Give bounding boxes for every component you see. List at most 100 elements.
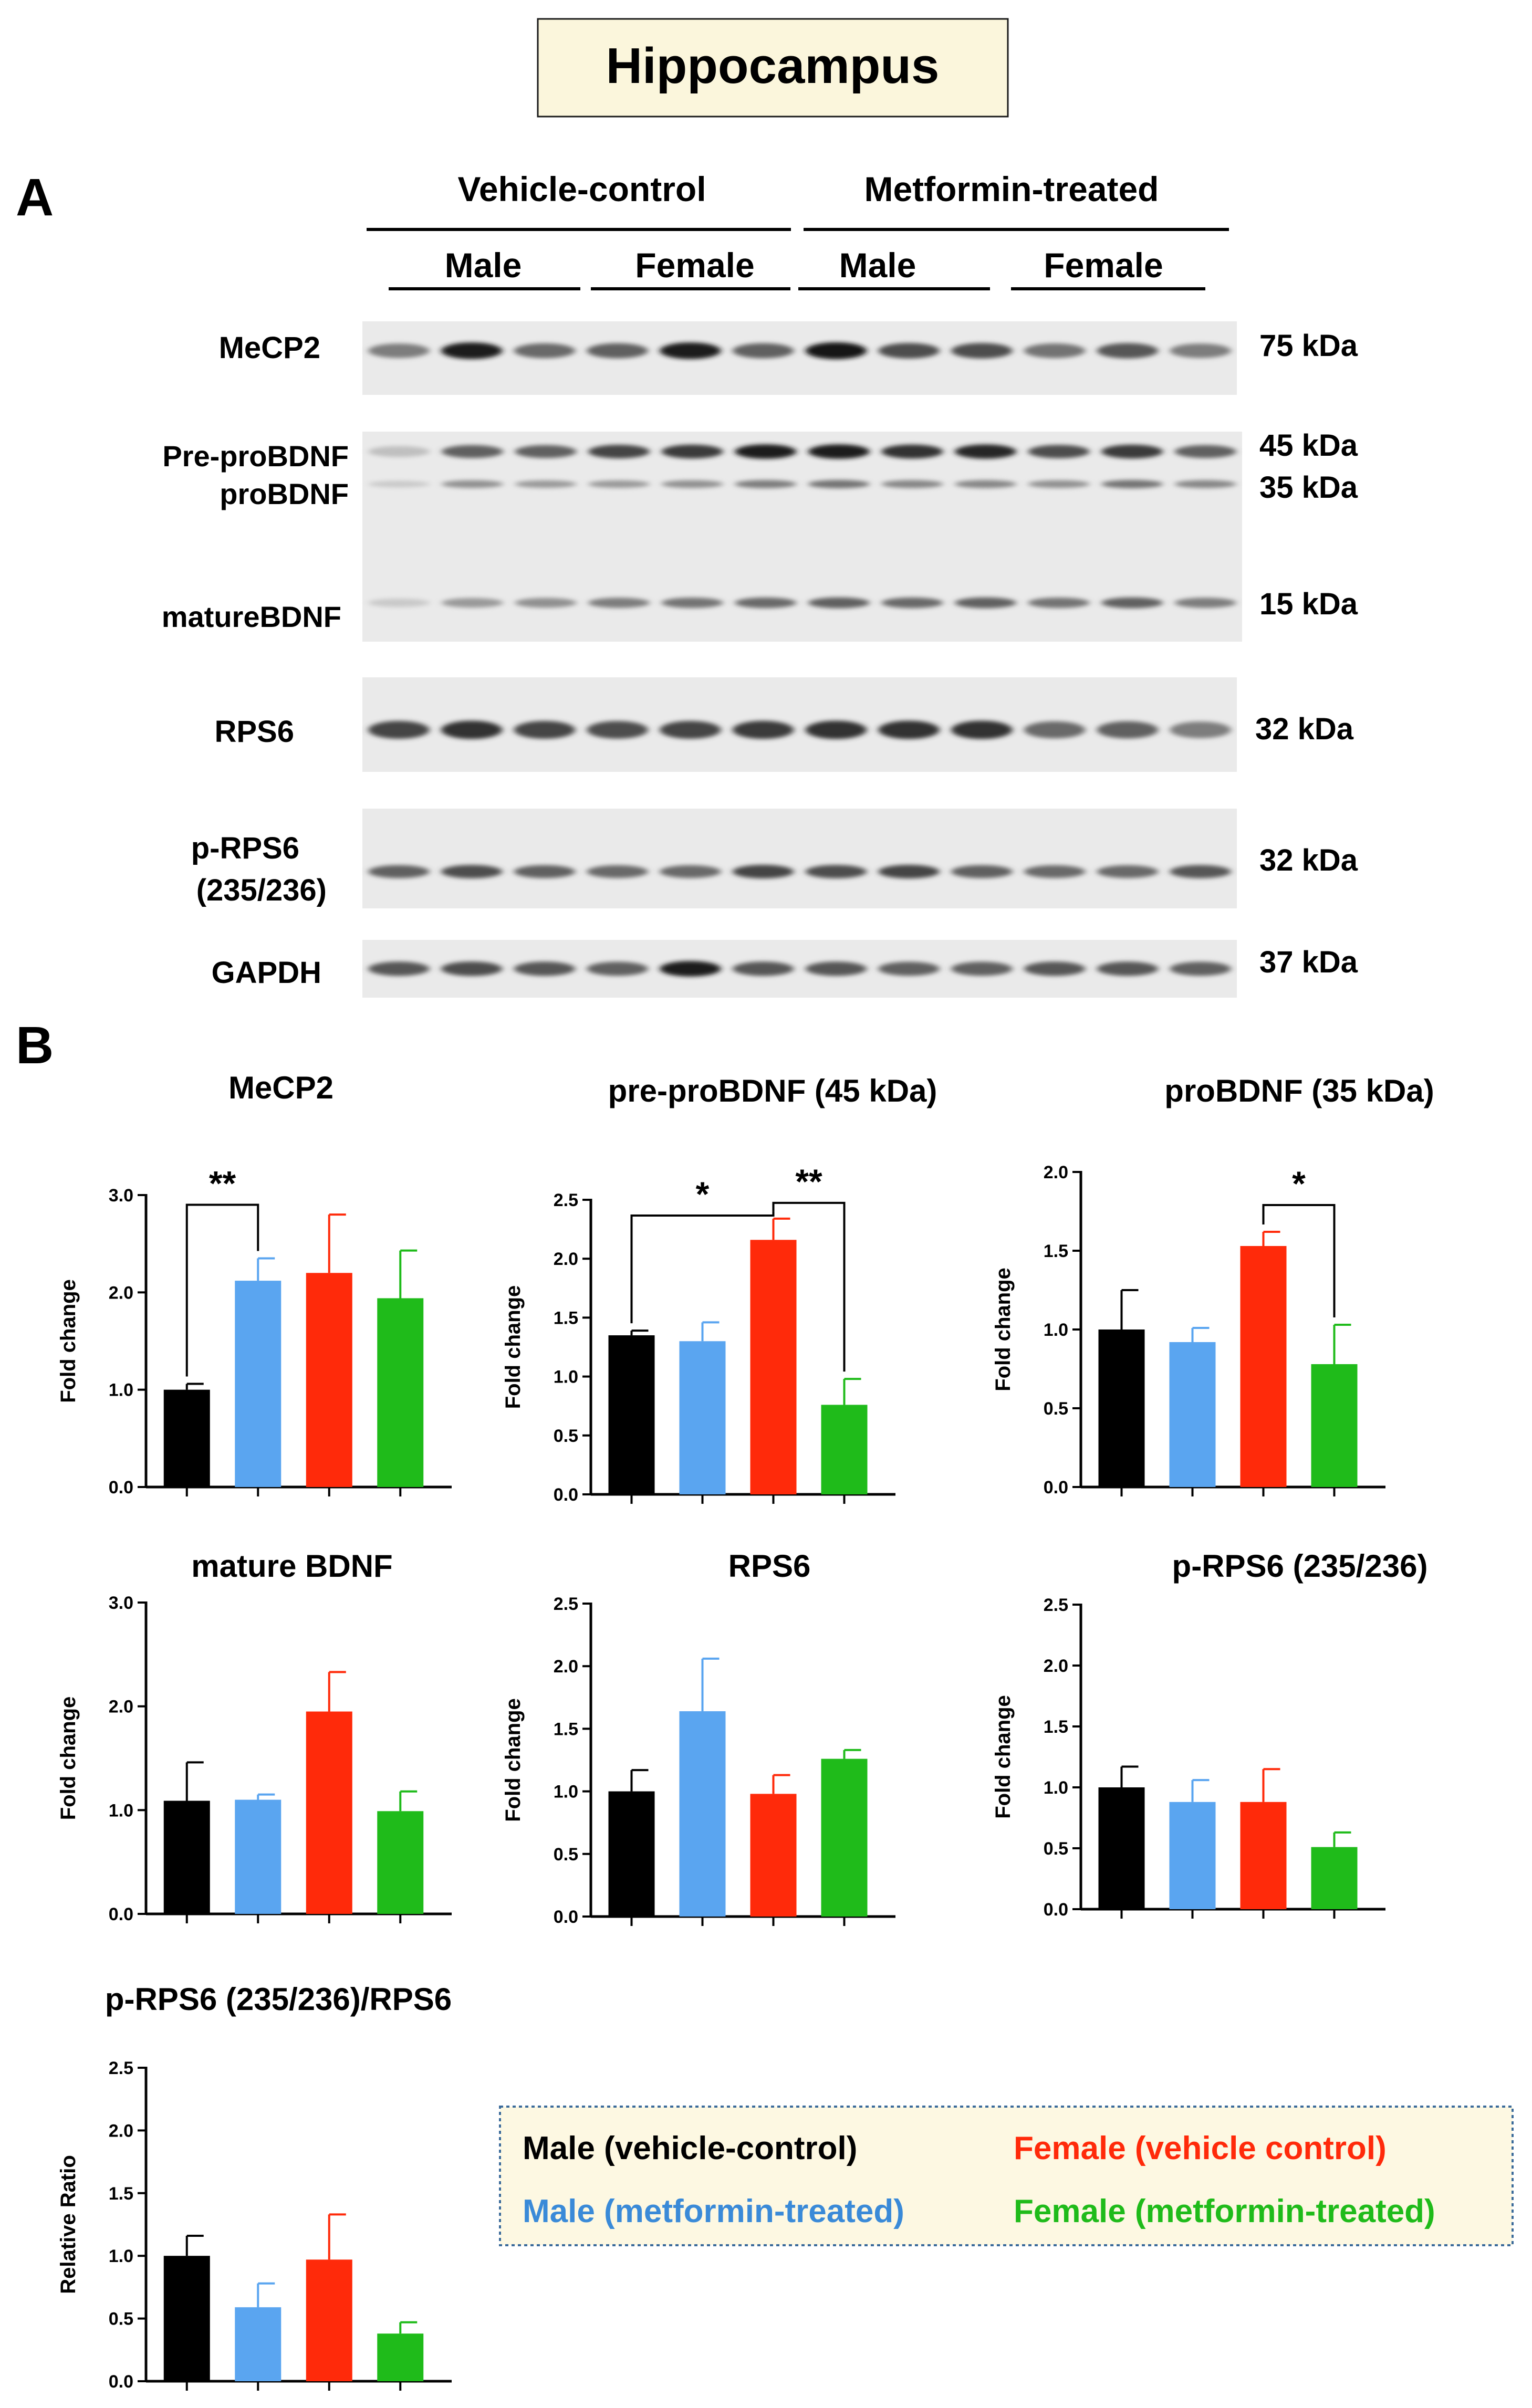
significance-label: **	[795, 1162, 822, 1201]
bar-female-vehicle	[306, 1711, 352, 1914]
blot-label-gapdh: GAPDH	[212, 956, 321, 990]
y-tick-label: 2.5	[554, 1594, 578, 1614]
blot-label-rps6: RPS6	[214, 715, 294, 749]
band-preprobdnf-lane-8	[881, 444, 943, 459]
band-rps6-lane-2	[441, 720, 503, 739]
bar-male-vehicle	[163, 2256, 210, 2381]
kda-maturebdnf: 15 kDa	[1259, 587, 1358, 621]
bar-male-vehicle	[608, 1791, 655, 1917]
y-tick-label: 1.0	[1044, 1778, 1068, 1798]
significance-label: *	[696, 1175, 710, 1213]
bar-male-vehicle	[1098, 1329, 1145, 1487]
chart-title: pre-proBDNF (45 kDa)	[608, 1073, 937, 1108]
blot-label-prps6: p-RPS6	[191, 831, 299, 865]
chart-title: proBDNF (35 kDa)	[1164, 1073, 1434, 1108]
band-prps6-lane-3	[514, 865, 576, 878]
significance-bracket	[772, 1201, 846, 1372]
y-tick-label: 1.5	[554, 1308, 578, 1328]
band-preprobdnf-lane-6	[735, 444, 797, 459]
legend-male-metformin: Male (metformin-treated)	[523, 2193, 904, 2229]
y-tick-label: 0.5	[109, 2309, 133, 2329]
band-probdnf-lane-9	[954, 480, 1017, 488]
band-maturebdnf-lane-9	[954, 597, 1017, 609]
y-tick-label: 2.5	[109, 2058, 133, 2078]
band-maturebdnf-lane-8	[881, 597, 943, 609]
band-preprobdnf-lane-4	[588, 445, 650, 458]
band-rps6-lane-8	[878, 720, 940, 739]
sex-label-female-vehicle: Female	[635, 246, 754, 285]
bar-male-metformin	[235, 2307, 282, 2381]
band-gapdh-lane-2	[441, 961, 503, 976]
y-tick-label: 0.5	[554, 1426, 578, 1446]
y-axis-label: Fold change	[57, 1697, 80, 1820]
band-gapdh-lane-6	[732, 961, 794, 976]
kda-preprobdnf: 45 kDa	[1259, 428, 1358, 463]
band-probdnf-lane-12	[1174, 480, 1236, 488]
band-probdnf-lane-4	[588, 480, 650, 488]
blot-label-probdnf: proBDNF	[220, 477, 349, 510]
band-gapdh-lane-8	[878, 961, 940, 976]
chart-title: MeCP2	[228, 1070, 334, 1105]
band-rps6-lane-9	[951, 720, 1013, 739]
legend: Male (vehicle-control) Female (vehicle c…	[499, 2106, 1514, 2246]
band-preprobdnf-lane-3	[515, 445, 577, 458]
band-gapdh-lane-3	[514, 961, 576, 976]
band-probdnf-lane-1	[368, 480, 430, 488]
y-tick-label: 0.5	[1044, 1399, 1068, 1419]
y-tick-label: 1.0	[109, 2246, 133, 2266]
band-gapdh-lane-1	[368, 961, 430, 976]
kda-mecp2: 75 kDa	[1259, 329, 1358, 363]
bar-male-metformin	[679, 1341, 726, 1494]
band-maturebdnf-lane-6	[735, 597, 797, 609]
treatment-label-vehicle: Vehicle-control	[457, 170, 706, 208]
y-tick-label: 2.0	[109, 2121, 133, 2141]
blot-label-prps6-sites: (235/236)	[196, 873, 327, 907]
blot-label-mecp2: MeCP2	[219, 331, 320, 365]
significance-label: **	[209, 1164, 236, 1203]
band-rps6-lane-1	[368, 721, 430, 739]
chart-2: pre-proBDNF (45 kDa) Fold change 0.0 0.5 1.0…	[502, 1073, 937, 1505]
title-box	[537, 18, 1009, 118]
chart-title: p-RPS6 (235/236)/RPS6	[105, 1982, 452, 2017]
chart-6: p-RPS6 (235/236) Fold change 0.0 0.5 1.0 1.5 2…	[992, 1548, 1427, 1920]
band-preprobdnf-lane-9	[954, 444, 1017, 459]
y-tick-label: 1.0	[554, 1782, 578, 1802]
blot-protein-labels: MeCP2 Pre-proBDNF proBDNF matureBDNF RPS…	[162, 331, 349, 990]
y-tick-label: 2.0	[1044, 1163, 1068, 1182]
y-tick-label: 0.5	[554, 1845, 578, 1865]
significance-bracket	[185, 1203, 259, 1377]
band-gapdh-lane-9	[951, 961, 1013, 976]
treatment-label-metformin: Metformin-treated	[864, 170, 1159, 208]
y-axis-label: Fold change	[57, 1279, 80, 1403]
band-prps6-lane-7	[805, 865, 867, 878]
bar-male-metformin	[235, 1799, 282, 1914]
legend-female-metformin: Female (metformin-treated)	[1014, 2193, 1435, 2229]
y-axis-label: Fold change	[502, 1698, 525, 1822]
sex-label-male-vehicle: Male	[445, 246, 522, 285]
y-tick-label: 1.0	[109, 1800, 133, 1820]
band-prps6-lane-5	[660, 865, 721, 878]
band-preprobdnf-lane-7	[808, 444, 870, 459]
band-preprobdnf-lane-11	[1101, 444, 1163, 459]
band-maturebdnf-lane-1	[368, 598, 430, 608]
band-rps6-lane-3	[514, 721, 576, 739]
band-prps6-lane-6	[732, 865, 794, 878]
y-tick-label: 2.0	[554, 1657, 578, 1677]
chart-title: RPS6	[728, 1548, 811, 1584]
blot-gapdh-membrane	[362, 940, 1237, 998]
chart-4: mature BDNF Fold change 0.0 1.0 2.0 3.0	[57, 1548, 452, 1924]
band-probdnf-lane-3	[515, 480, 577, 488]
y-tick-label: 2.5	[1044, 1595, 1068, 1615]
panel-b-label: B	[16, 1016, 54, 1075]
bar-female-metformin	[377, 1298, 424, 1487]
band-probdnf-lane-11	[1101, 480, 1163, 488]
band-rps6-lane-4	[587, 721, 648, 739]
band-maturebdnf-lane-12	[1174, 598, 1236, 608]
y-tick-label: 0.0	[554, 1485, 578, 1505]
band-maturebdnf-lane-7	[808, 597, 870, 609]
band-mecp2-lane-6	[732, 343, 794, 359]
bar-female-metformin	[377, 1811, 424, 1914]
band-prps6-lane-12	[1170, 865, 1231, 878]
band-mecp2-lane-12	[1170, 343, 1231, 358]
